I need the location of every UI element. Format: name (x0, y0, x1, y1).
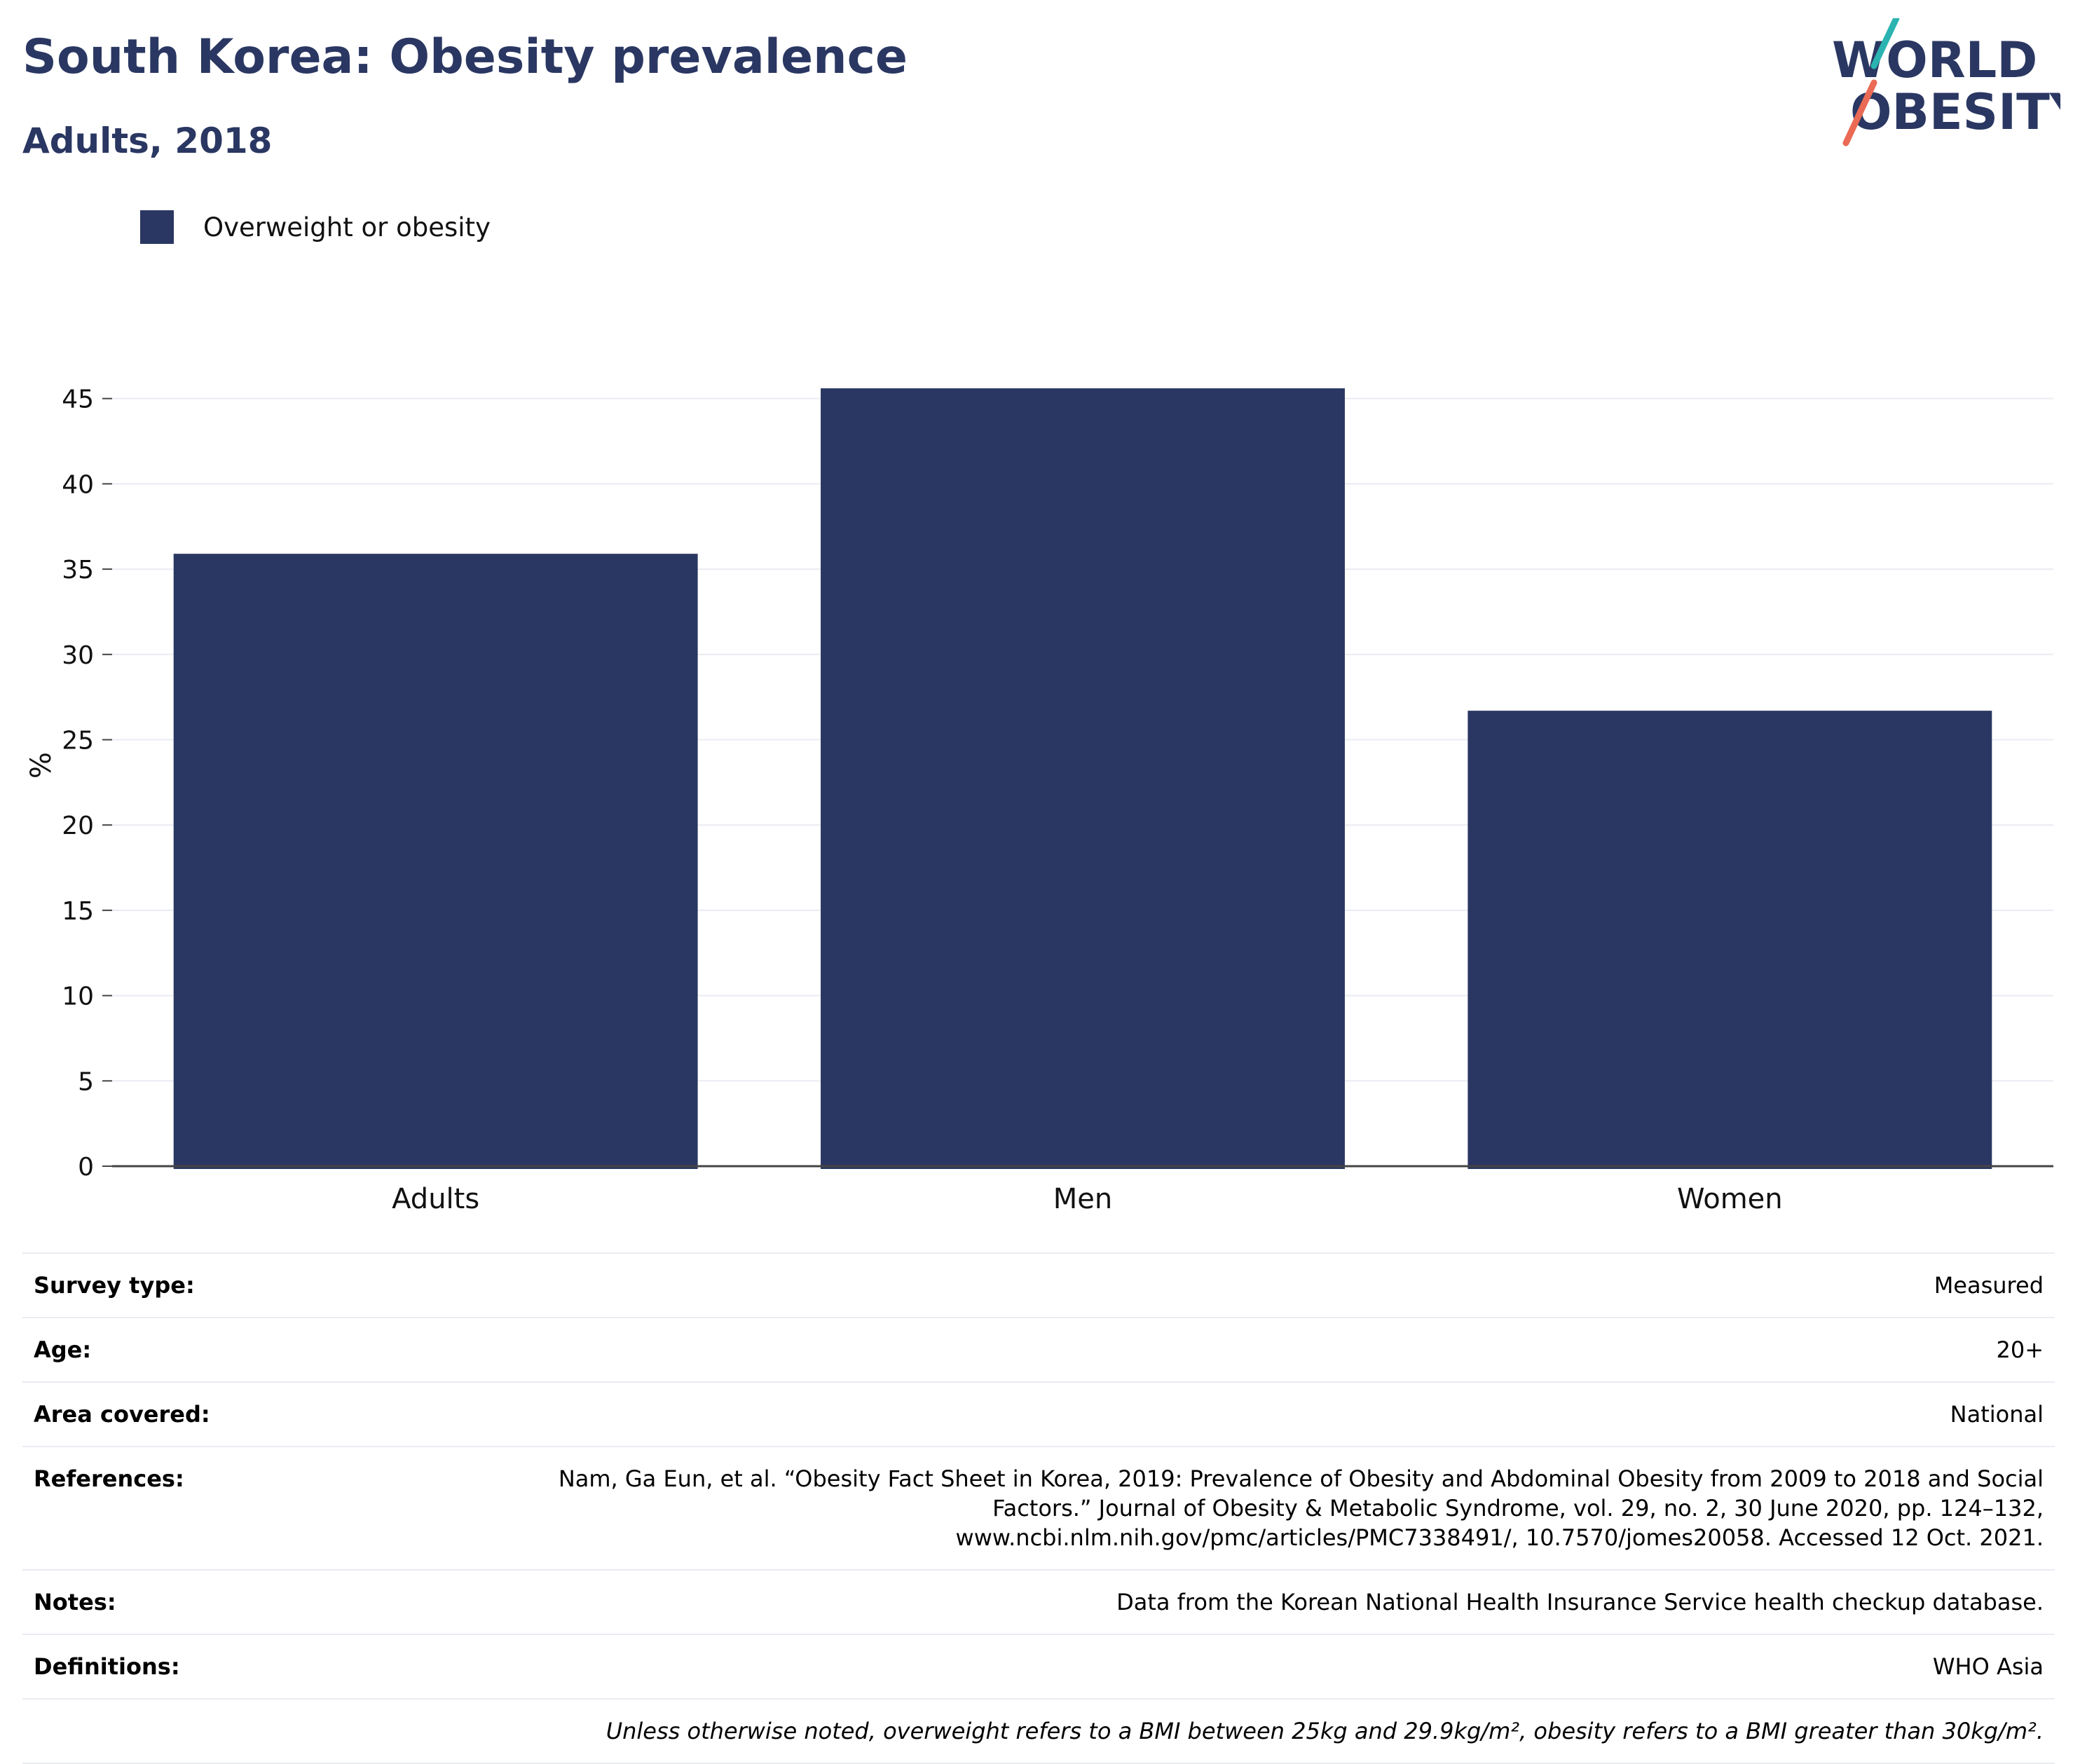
info-value-line: National (1950, 1401, 2044, 1428)
footnote: Unless otherwise noted, overweight refer… (606, 1718, 2044, 1744)
y-tick-label: 0 (78, 1153, 94, 1182)
info-value: Measured (339, 1253, 2055, 1318)
y-tick-label: 5 (78, 1067, 94, 1096)
info-value-line: Measured (1934, 1272, 2044, 1299)
legend-label: Overweight or obesity (203, 212, 491, 242)
info-label: References: (34, 1465, 184, 1492)
page-subtitle: Adults, 2018 (22, 121, 273, 161)
info-label: Notes: (34, 1589, 116, 1615)
info-row: Notes: Data from the Korean National Heal… (22, 1570, 2055, 1634)
info-value-line: 20+ (1996, 1336, 2044, 1363)
info-row: References: Nam, Ga Eun, et al. “Obesity … (22, 1447, 2055, 1570)
info-value: National (339, 1382, 2055, 1447)
y-tick-label: 45 (62, 385, 94, 414)
info-label: Age: (34, 1336, 92, 1363)
y-tick-label: 15 (62, 897, 94, 926)
world-obesity-logo: WORLD OBESITY (1832, 18, 2060, 146)
bar-women[interactable] (1467, 711, 1992, 1169)
info-value-line: Nam, Ga Eun, et al. “Obesity Fact Sheet … (558, 1465, 2044, 1492)
logo-teal-slash (1870, 18, 1900, 69)
y-tick-label: 10 (62, 983, 94, 1011)
info-row: Definitions: WHO Asia (22, 1634, 2055, 1699)
page-title: South Korea: Obesity prevalence (22, 29, 908, 85)
info-value: Nam, Ga Eun, et al. “Obesity Fact Sheet … (339, 1447, 2055, 1570)
legend-swatch (140, 210, 174, 244)
y-tick-label: 25 (62, 726, 94, 755)
x-tick-label: Women (1677, 1183, 1783, 1215)
info-label: Survey type: (34, 1272, 195, 1299)
info-value-line: WHO Asia (1932, 1653, 2044, 1680)
info-value-line: Factors.” Journal of Obesity & Metabolic… (992, 1495, 2044, 1522)
y-tick-label: 30 (62, 641, 94, 670)
info-label: Definitions: (34, 1653, 180, 1680)
logo-line2: OBESITY (1850, 83, 2060, 141)
info-row: Area covered: National (22, 1382, 2055, 1447)
bar-chart: 0 5 10 15 20 25 30 35 40 45% Adults Men Women (25, 385, 2053, 1215)
info-label: Area covered: (34, 1401, 210, 1428)
bar-adults[interactable] (173, 554, 698, 1169)
logo-line1: WORLD (1832, 32, 2037, 89)
bar-men[interactable] (821, 388, 1345, 1169)
info-value: WHO Asia (339, 1634, 2055, 1699)
y-tick-label: 40 (62, 470, 94, 499)
info-value-line: Data from the Korean National Health Ins… (1116, 1589, 2044, 1615)
info-row: Survey type: Measured (22, 1253, 2055, 1318)
chart-legend: Overweight or obesity (140, 207, 491, 247)
y-axis-label: % (25, 752, 57, 779)
x-tick-label: Adults (392, 1183, 479, 1215)
info-row: Age: 20+ (22, 1318, 2055, 1382)
y-tick-label: 20 (62, 812, 94, 840)
footnote-row: Unless otherwise noted, overweight refer… (22, 1699, 2055, 1763)
info-value: 20+ (339, 1318, 2055, 1382)
info-value: Data from the Korean National Health Ins… (339, 1570, 2055, 1634)
x-tick-label: Men (1053, 1183, 1112, 1215)
info-table: Survey type: Measured Age: 20+ Area covered:… (22, 1252, 2055, 1764)
logo-coral-slash (1842, 79, 1877, 146)
y-tick-label: 35 (62, 556, 94, 584)
info-value-line: www.ncbi.nlm.nih.gov/pmc/articles/PMC733… (955, 1524, 2044, 1551)
